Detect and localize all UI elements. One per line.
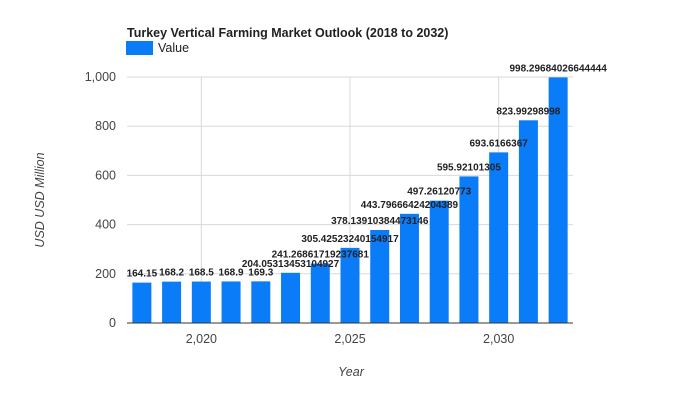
bar <box>548 77 568 323</box>
y-axis-title: USD USD Million <box>33 152 47 247</box>
data-label: 378.13910384473146 <box>331 216 429 227</box>
legend: Value <box>126 41 189 55</box>
bar <box>340 247 360 323</box>
data-label: 595.92101305 <box>437 162 501 173</box>
bar <box>221 281 241 323</box>
bar <box>429 200 449 323</box>
bar <box>310 263 330 323</box>
data-label: 305.42523240154917 <box>301 234 399 245</box>
y-tick-label: 400 <box>95 218 116 232</box>
data-label: 443.79666424204389 <box>361 200 459 211</box>
data-label: 168.2 <box>159 268 184 279</box>
data-label: 823.99298998 <box>496 106 560 117</box>
data-label: 168.5 <box>189 268 214 279</box>
data-label: 164.15 <box>127 269 158 280</box>
y-tick-label: 1,000 <box>85 70 116 84</box>
data-label: 168.9 <box>219 267 244 278</box>
bar <box>370 229 390 323</box>
y-tick-label: 600 <box>95 168 116 182</box>
data-label: 169.3 <box>248 267 273 278</box>
bar <box>251 281 271 323</box>
bar <box>281 272 301 323</box>
bar <box>132 282 152 323</box>
legend-swatch <box>126 41 153 55</box>
data-label: 204.05313453104927 <box>242 259 340 270</box>
y-tick-label: 200 <box>95 267 116 281</box>
chart-title: Turkey Vertical Farming Market Outlook (… <box>127 26 448 40</box>
data-label: 693.6166367 <box>469 138 528 149</box>
legend-label-value: Value <box>158 41 189 55</box>
x-tick-label: 2,020 <box>186 332 217 346</box>
data-label: 497.26120773 <box>407 187 471 198</box>
y-tick-label: 0 <box>109 316 116 330</box>
bar <box>459 176 479 323</box>
bar <box>489 152 509 323</box>
y-tick-label: 800 <box>95 119 116 133</box>
data-label: 241.26861719237681 <box>272 250 370 261</box>
x-tick-label: 2,025 <box>334 332 365 346</box>
bar <box>518 120 538 323</box>
data-label: 998.29684026644444 <box>509 63 607 74</box>
x-axis-title: Year <box>338 365 365 379</box>
bar <box>162 281 182 323</box>
bar <box>191 281 211 323</box>
bar <box>399 213 419 323</box>
x-tick-label: 2,030 <box>483 332 514 346</box>
